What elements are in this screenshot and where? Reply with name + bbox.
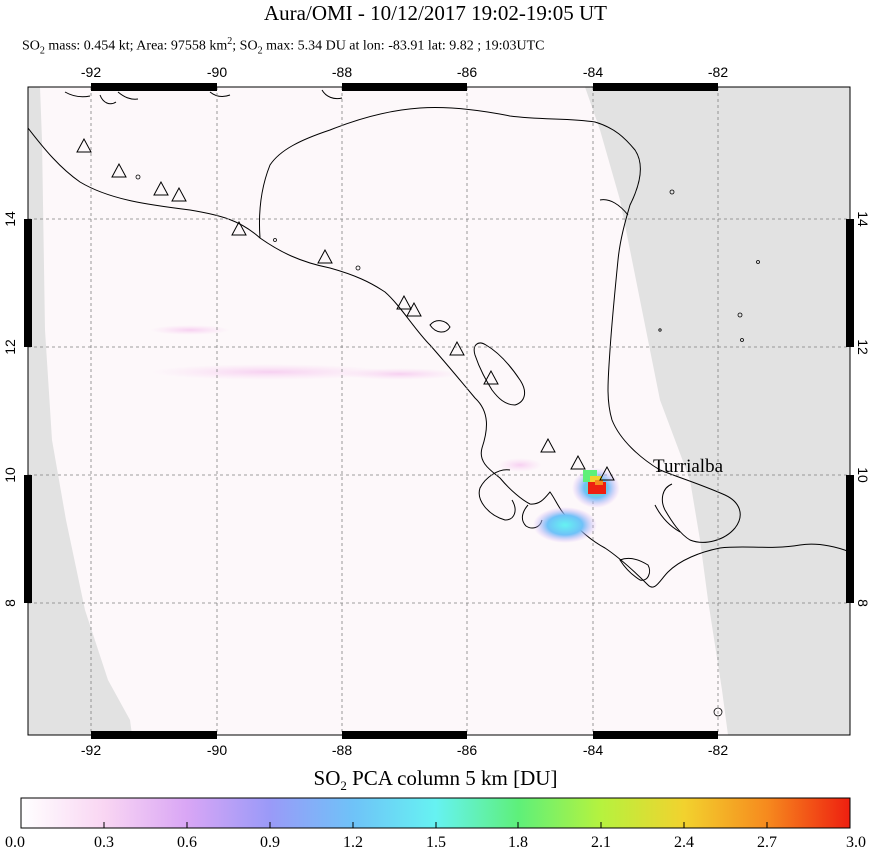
haze-streak [150, 325, 230, 335]
lon-label-top: -86 [457, 64, 477, 80]
volcano-icon [599, 465, 615, 481]
map-subtitle: SO2 mass: 0.454 kt; Area: 97558 km2; SO2… [22, 36, 545, 57]
coastlines [28, 89, 850, 588]
lon-label-bottom: -86 [457, 742, 477, 758]
haze-streak [498, 458, 542, 472]
volcano-icon [406, 301, 422, 317]
volcano-icon [483, 369, 499, 385]
colorbar-label: 2.7 [757, 834, 777, 851]
lat-label-right: 8 [855, 599, 871, 607]
lon-label-top: -88 [332, 64, 352, 80]
colorbar-ticks [103, 822, 768, 828]
lat-label-right: 10 [855, 467, 871, 483]
lon-label-bottom: -90 [207, 742, 227, 758]
colorbar-label: 2.1 [591, 834, 611, 851]
lat-label-right: 14 [855, 211, 871, 227]
haze-streak [340, 368, 460, 380]
lon-label-top: -92 [81, 64, 101, 80]
volcano-icon [540, 437, 556, 453]
lat-label-left: 8 [2, 599, 18, 607]
no-data-right [585, 87, 850, 735]
lat-label-left: 12 [2, 339, 18, 355]
lat-label-left: 10 [2, 467, 18, 483]
colorbar-label: 3.0 [846, 834, 866, 851]
volcano-icon [449, 340, 465, 356]
graticule [28, 87, 850, 735]
volcano-label: Turrialba [653, 456, 724, 477]
lon-label-top: -82 [708, 64, 728, 80]
colorbar-label: 1.2 [343, 834, 363, 851]
lon-label-top: -84 [583, 64, 603, 80]
volcano-icon [396, 294, 412, 310]
haze-streak [150, 364, 390, 380]
colorbar-label: 2.4 [674, 834, 694, 851]
lon-label-bottom: -88 [332, 742, 352, 758]
colorbar-label: 0.9 [260, 834, 280, 851]
colorbar-title: SO2 PCA column 5 km [DU] [313, 766, 558, 794]
lon-label-top: -90 [207, 64, 227, 80]
colorbar-label: 0.3 [94, 834, 114, 851]
colorbar-label: 0.6 [177, 834, 197, 851]
so2-plume [533, 468, 620, 543]
no-data-left [28, 87, 132, 735]
colorbar-label: 0.0 [5, 834, 25, 851]
lon-label-bottom: -92 [81, 742, 101, 758]
map-area [28, 87, 850, 735]
lat-label-right: 12 [855, 339, 871, 355]
volcano-icon [76, 137, 92, 153]
volcano-icon [317, 248, 333, 264]
frame-ticks [24, 83, 854, 739]
map-title: Aura/OMI - 10/12/2017 19:02-19:05 UT [264, 1, 607, 25]
lon-label-bottom: -82 [708, 742, 728, 758]
volcano-icon [111, 162, 127, 178]
colorbar-label: 1.8 [508, 834, 528, 851]
lat-label-left: 14 [2, 211, 18, 227]
colorbar-label: 1.5 [426, 834, 446, 851]
lon-label-bottom: -84 [583, 742, 603, 758]
volcano-icon [231, 220, 247, 236]
volcano-icon [153, 180, 169, 196]
volcano-icon [570, 454, 586, 470]
volcano-markers [76, 137, 615, 481]
volcano-icon [171, 186, 187, 202]
